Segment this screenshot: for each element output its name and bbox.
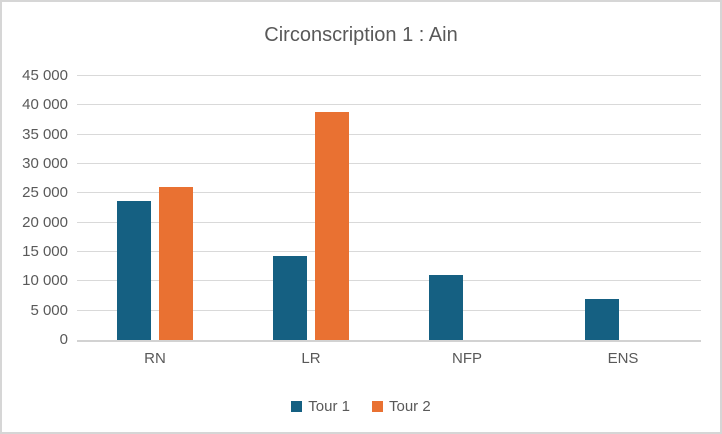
legend-item-tour-2: Tour 2 bbox=[372, 398, 431, 415]
y-tick-label: 20 000 bbox=[22, 213, 68, 231]
legend-swatch-icon bbox=[291, 401, 303, 412]
y-tick-label: 30 000 bbox=[22, 155, 68, 172]
legend-label: Tour 2 bbox=[389, 398, 431, 415]
y-tick-label: 45 000 bbox=[22, 67, 68, 84]
bar-group-rn bbox=[77, 76, 233, 340]
x-tick-label-lr: LR bbox=[301, 350, 321, 367]
y-tick-label: 15 000 bbox=[22, 243, 68, 260]
gridline bbox=[77, 75, 701, 76]
y-tick-label: 5 000 bbox=[30, 301, 68, 319]
gridline bbox=[77, 192, 701, 194]
legend-item-tour-1: Tour 1 bbox=[291, 398, 350, 415]
x-tick-label-rn: RN bbox=[144, 350, 166, 367]
gridline bbox=[77, 104, 701, 106]
x-axis-labels: RN LR NFP ENS bbox=[77, 350, 701, 367]
legend-swatch-icon bbox=[372, 401, 383, 412]
bar-ens-tour-1 bbox=[585, 298, 619, 340]
bar-lr-tour-1 bbox=[273, 255, 307, 340]
y-tick-label: 35 000 bbox=[22, 125, 68, 143]
legend-label: Tour 1 bbox=[308, 398, 350, 415]
plot-area bbox=[77, 75, 701, 342]
bar-group-lr bbox=[233, 76, 389, 340]
gridline bbox=[77, 280, 701, 282]
bar-groups bbox=[77, 76, 701, 340]
bar-lr-tour-2 bbox=[315, 111, 349, 340]
y-tick-label: 10 000 bbox=[22, 272, 68, 290]
bar-nfp-tour-1 bbox=[429, 274, 463, 340]
chart-title: Circonscription 1 : Ain bbox=[264, 24, 458, 46]
gridline bbox=[77, 133, 701, 135]
gridline bbox=[77, 163, 701, 164]
bar-group-nfp bbox=[389, 76, 545, 340]
y-tick-label: 25 000 bbox=[22, 184, 68, 202]
gridline bbox=[77, 221, 701, 223]
x-axis-line bbox=[77, 340, 701, 342]
bar-group-ens bbox=[545, 76, 701, 340]
y-axis-labels: 0 5 000 10 000 15 000 20 000 25 000 30 000 35 0… bbox=[2, 67, 68, 348]
bar-rn-tour-2 bbox=[159, 186, 193, 340]
x-tick-label-nfp: NFP bbox=[452, 350, 482, 367]
gridline bbox=[77, 251, 701, 252]
gridline bbox=[77, 309, 701, 311]
x-tick-label-ens: ENS bbox=[607, 350, 639, 367]
y-tick-label: 40 000 bbox=[22, 96, 68, 114]
y-tick-label: 0 bbox=[59, 331, 68, 348]
legend: Tour 1 Tour 2 bbox=[2, 398, 720, 415]
bar-rn-tour-1 bbox=[117, 200, 151, 340]
